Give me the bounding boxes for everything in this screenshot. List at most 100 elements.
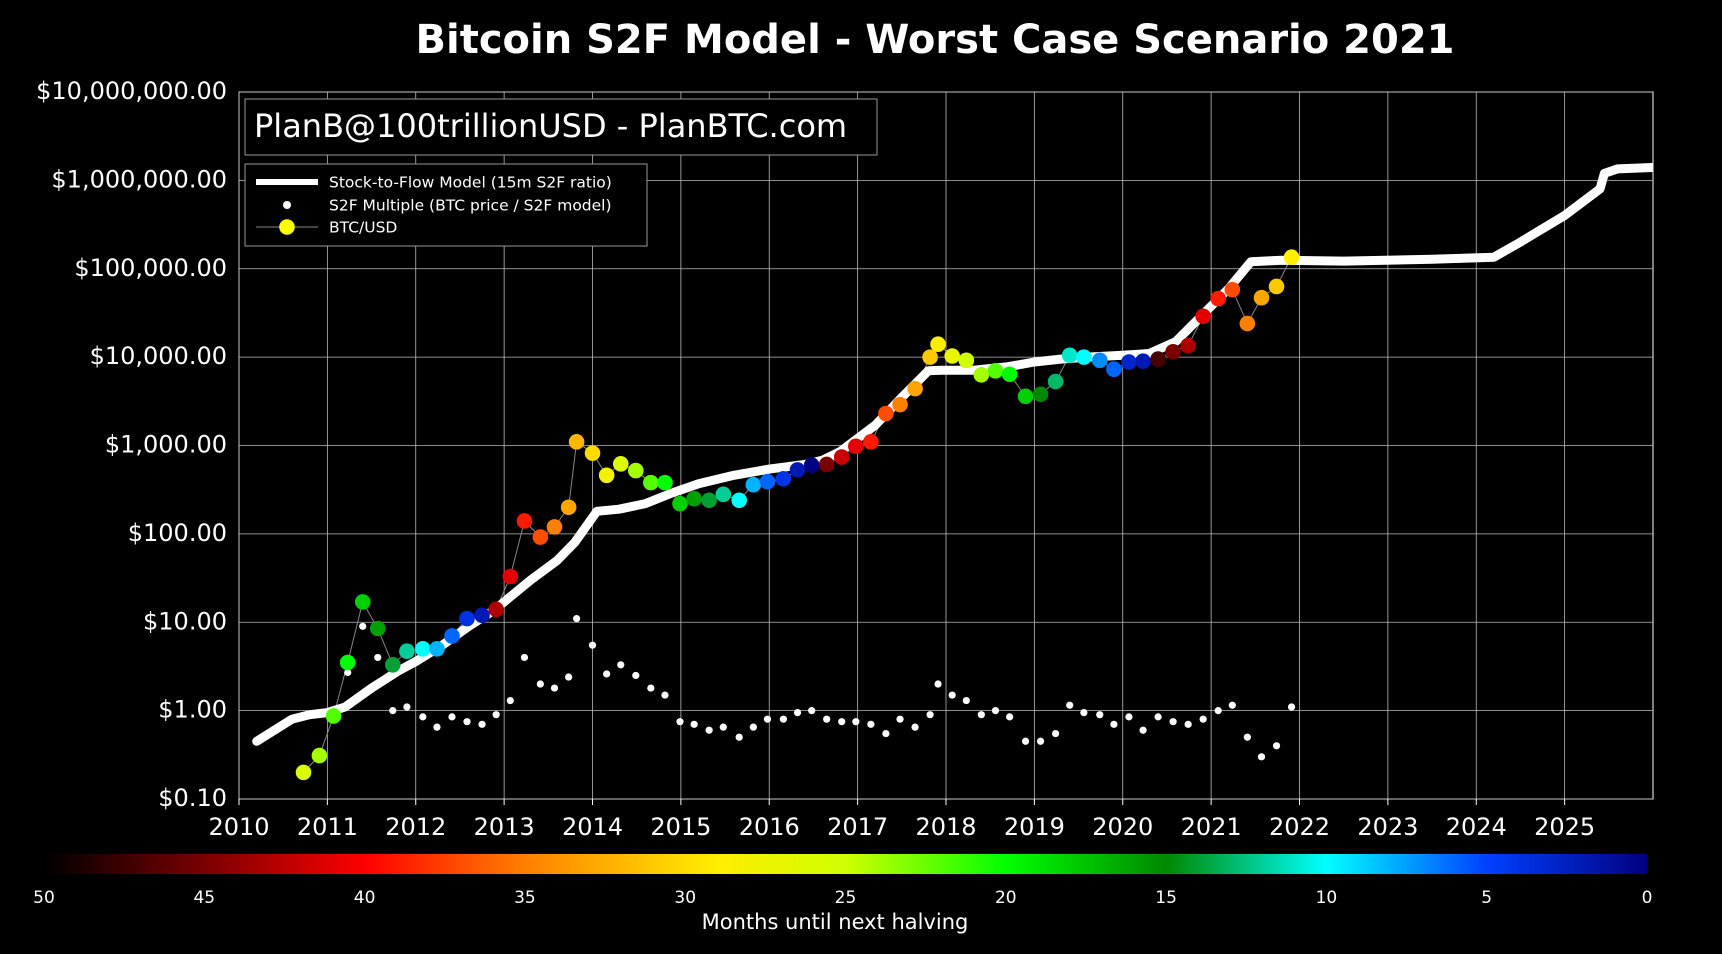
btc-dot bbox=[1165, 343, 1181, 360]
btc-dot bbox=[848, 438, 864, 455]
legend-label: S2F Multiple (BTC price / S2F model) bbox=[329, 197, 612, 215]
multiple-dot bbox=[536, 680, 544, 688]
multiple-dot bbox=[808, 707, 816, 715]
btc-dot bbox=[325, 708, 342, 724]
legend-label: Stock-to-Flow Model (15m S2F ratio) bbox=[329, 174, 612, 192]
btc-dot bbox=[657, 474, 673, 491]
btc-dot bbox=[833, 449, 850, 465]
multiple-dot bbox=[632, 671, 640, 680]
btc-dot bbox=[1283, 249, 1300, 266]
multiple-dot bbox=[403, 703, 411, 711]
btc-dot bbox=[584, 445, 601, 461]
colorbar bbox=[44, 854, 1647, 874]
btc-dot bbox=[922, 349, 938, 365]
btc-dot bbox=[369, 620, 386, 637]
btc-dot bbox=[1180, 337, 1196, 354]
x-tick-label: 2013 bbox=[474, 813, 535, 841]
multiple-dot bbox=[492, 711, 500, 719]
multiple-dot bbox=[719, 723, 727, 731]
multiple-dot bbox=[1214, 707, 1222, 715]
multiple-dot bbox=[506, 696, 514, 705]
plot-layer bbox=[252, 163, 1653, 781]
colorbar-tick-label: 45 bbox=[193, 888, 215, 908]
btc-dot bbox=[1135, 353, 1151, 369]
multiple-dot bbox=[344, 668, 352, 677]
x-tick-label: 2012 bbox=[385, 813, 446, 841]
multiple-dot bbox=[1006, 713, 1014, 721]
btc-dot bbox=[973, 367, 990, 383]
btc-dot bbox=[1121, 354, 1137, 370]
colorbar-tick-label: 50 bbox=[33, 888, 55, 908]
btc-dot bbox=[944, 348, 960, 364]
y-tick-label: $10,000,000.00 bbox=[36, 77, 227, 105]
x-tick-label: 2025 bbox=[1534, 813, 1595, 841]
x-tick-label: 2018 bbox=[915, 813, 976, 841]
multiple-dot bbox=[977, 711, 985, 719]
multiple-dot bbox=[1287, 703, 1296, 711]
btc-dot bbox=[745, 476, 762, 493]
legend-label: BTC/USD bbox=[329, 219, 397, 237]
btc-dot bbox=[1224, 281, 1241, 298]
btc-dot bbox=[1210, 290, 1226, 307]
multiple-dot bbox=[690, 720, 698, 728]
multiple-dot bbox=[661, 691, 669, 699]
x-tick-label: 2015 bbox=[650, 813, 711, 841]
btc-dot bbox=[1106, 361, 1122, 378]
btc-dot bbox=[878, 405, 894, 422]
x-tick-label: 2016 bbox=[739, 813, 800, 841]
multiple-dot bbox=[1021, 737, 1030, 745]
multiple-dot bbox=[448, 713, 456, 721]
multiple-dot bbox=[823, 715, 831, 723]
btc-dot bbox=[598, 467, 615, 484]
btc-dot bbox=[759, 473, 776, 490]
x-tick-label: 2011 bbox=[297, 813, 358, 841]
colorbar-label: Months until next halving bbox=[702, 910, 969, 934]
colorbar-tick-label: 15 bbox=[1155, 888, 1177, 908]
btc-dot bbox=[1091, 352, 1108, 369]
colorbar-tick-label: 40 bbox=[354, 888, 376, 908]
multiple-dot bbox=[419, 713, 427, 721]
btc-dot bbox=[1150, 351, 1166, 367]
btc-dot bbox=[775, 470, 792, 487]
btc-dot bbox=[1017, 388, 1034, 405]
multiple-dot bbox=[1243, 733, 1251, 741]
annotation-box bbox=[244, 98, 878, 156]
btc-dot bbox=[731, 492, 748, 509]
y-tick-label: $10,000.00 bbox=[90, 342, 227, 370]
btc-dot bbox=[1253, 289, 1270, 306]
btc-dot bbox=[987, 363, 1004, 379]
btc-dot bbox=[516, 513, 533, 529]
colorbar-tick-label: 10 bbox=[1316, 888, 1338, 908]
btc-dot bbox=[672, 495, 688, 512]
multiple-dot bbox=[852, 718, 860, 726]
btc-dot bbox=[459, 610, 475, 627]
multiple-dot bbox=[1139, 726, 1147, 734]
btc-dot bbox=[568, 434, 585, 450]
btc-dot bbox=[311, 747, 328, 764]
multiple-dot bbox=[1228, 701, 1236, 709]
multiple-dot bbox=[617, 661, 625, 669]
btc-dot bbox=[444, 628, 460, 644]
multiple-dot bbox=[1110, 720, 1118, 728]
multiple-dot bbox=[647, 684, 655, 692]
colorbar-tick-label: 20 bbox=[995, 888, 1017, 908]
multiple-dot bbox=[749, 723, 757, 731]
btc-dot bbox=[930, 336, 946, 353]
btc-dot bbox=[612, 456, 629, 472]
annotation: PlanB@100trillionUSD - PlanBTC.com bbox=[254, 107, 847, 145]
btc-dot bbox=[546, 519, 563, 535]
multiple-dot bbox=[1169, 718, 1177, 726]
multiple-dot bbox=[588, 641, 597, 649]
btc-dot bbox=[488, 601, 504, 618]
multiple-dot bbox=[948, 691, 956, 699]
btc-dot bbox=[384, 657, 401, 673]
btc-dot bbox=[1195, 308, 1211, 325]
btc-dot bbox=[502, 568, 519, 585]
x-tick-label: 2017 bbox=[827, 813, 888, 841]
legend-btc-swatch bbox=[279, 219, 295, 235]
btc-dot bbox=[1061, 347, 1078, 364]
multiple-dot bbox=[1066, 701, 1074, 709]
multiple-dot bbox=[565, 673, 573, 681]
y-tick-label: $1,000.00 bbox=[105, 431, 227, 459]
